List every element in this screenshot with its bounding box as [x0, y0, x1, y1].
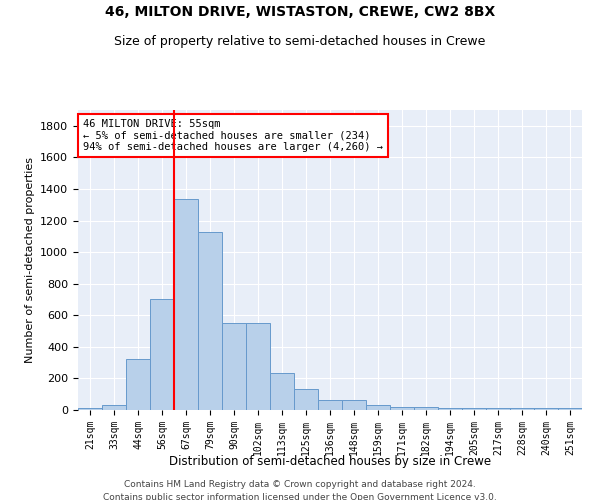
Text: Contains HM Land Registry data © Crown copyright and database right 2024.: Contains HM Land Registry data © Crown c…	[124, 480, 476, 489]
Bar	[174, 199, 198, 410]
Bar	[366, 406, 390, 410]
Y-axis label: Number of semi-detached properties: Number of semi-detached properties	[25, 157, 35, 363]
Bar	[534, 408, 558, 410]
Bar	[270, 373, 294, 410]
Bar	[558, 408, 582, 410]
Bar	[438, 408, 462, 410]
Bar	[510, 408, 534, 410]
Text: Distribution of semi-detached houses by size in Crewe: Distribution of semi-detached houses by …	[169, 455, 491, 468]
Bar	[294, 390, 318, 410]
Bar	[246, 323, 270, 410]
Bar	[486, 408, 510, 410]
Text: Size of property relative to semi-detached houses in Crewe: Size of property relative to semi-detach…	[115, 35, 485, 48]
Text: 46 MILTON DRIVE: 55sqm
← 5% of semi-detached houses are smaller (234)
94% of sem: 46 MILTON DRIVE: 55sqm ← 5% of semi-deta…	[83, 119, 383, 152]
Bar	[150, 300, 174, 410]
Bar	[198, 232, 222, 410]
Text: Contains public sector information licensed under the Open Government Licence v3: Contains public sector information licen…	[103, 492, 497, 500]
Bar	[318, 400, 342, 410]
Bar	[342, 400, 366, 410]
Bar	[390, 407, 414, 410]
Text: 46, MILTON DRIVE, WISTASTON, CREWE, CW2 8BX: 46, MILTON DRIVE, WISTASTON, CREWE, CW2 …	[105, 5, 495, 19]
Bar	[462, 408, 486, 410]
Bar	[102, 406, 126, 410]
Bar	[126, 358, 150, 410]
Bar	[414, 407, 438, 410]
Bar	[78, 408, 102, 410]
Bar	[222, 323, 246, 410]
